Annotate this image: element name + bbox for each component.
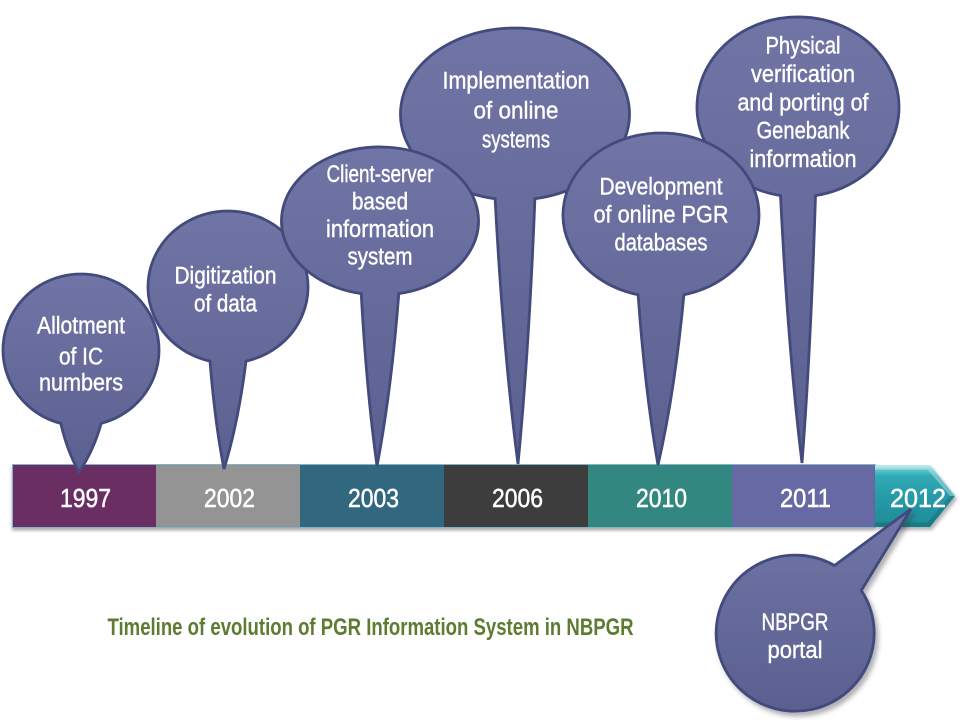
svg-text:Physical: Physical bbox=[766, 33, 841, 60]
svg-text:databases: databases bbox=[615, 230, 708, 257]
svg-text:NBPGR: NBPGR bbox=[762, 609, 829, 636]
svg-text:2010: 2010 bbox=[636, 483, 687, 513]
svg-text:Client-server: Client-server bbox=[327, 161, 434, 188]
svg-text:1997: 1997 bbox=[60, 483, 111, 513]
svg-text:and porting of: and porting of bbox=[738, 90, 869, 117]
svg-text:portal: portal bbox=[768, 637, 823, 664]
svg-text:Development: Development bbox=[600, 174, 723, 201]
svg-text:Implementation: Implementation bbox=[443, 68, 590, 95]
svg-text:2012: 2012 bbox=[890, 483, 946, 513]
svg-text:of online PGR: of online PGR bbox=[594, 202, 729, 229]
svg-text:2003: 2003 bbox=[348, 483, 399, 513]
svg-text:of data: of data bbox=[194, 291, 258, 318]
svg-text:Digitization: Digitization bbox=[175, 263, 277, 290]
svg-text:system: system bbox=[348, 244, 413, 271]
svg-text:Allotment: Allotment bbox=[37, 313, 125, 340]
svg-text:verification: verification bbox=[751, 61, 855, 88]
svg-text:systems: systems bbox=[482, 127, 550, 154]
svg-text:based: based bbox=[352, 189, 408, 216]
svg-text:numbers: numbers bbox=[39, 370, 123, 397]
svg-text:information: information bbox=[326, 216, 434, 243]
svg-text:2006: 2006 bbox=[492, 483, 543, 513]
svg-text:Timeline of evolution of PGR I: Timeline of evolution of PGR Information… bbox=[108, 614, 634, 641]
svg-text:2011: 2011 bbox=[780, 483, 831, 513]
svg-text:information: information bbox=[750, 146, 857, 173]
svg-text:Genebank: Genebank bbox=[757, 118, 851, 145]
svg-text:of IC: of IC bbox=[59, 344, 103, 371]
svg-text:2002: 2002 bbox=[204, 483, 255, 513]
svg-text:of online: of online bbox=[474, 98, 559, 125]
